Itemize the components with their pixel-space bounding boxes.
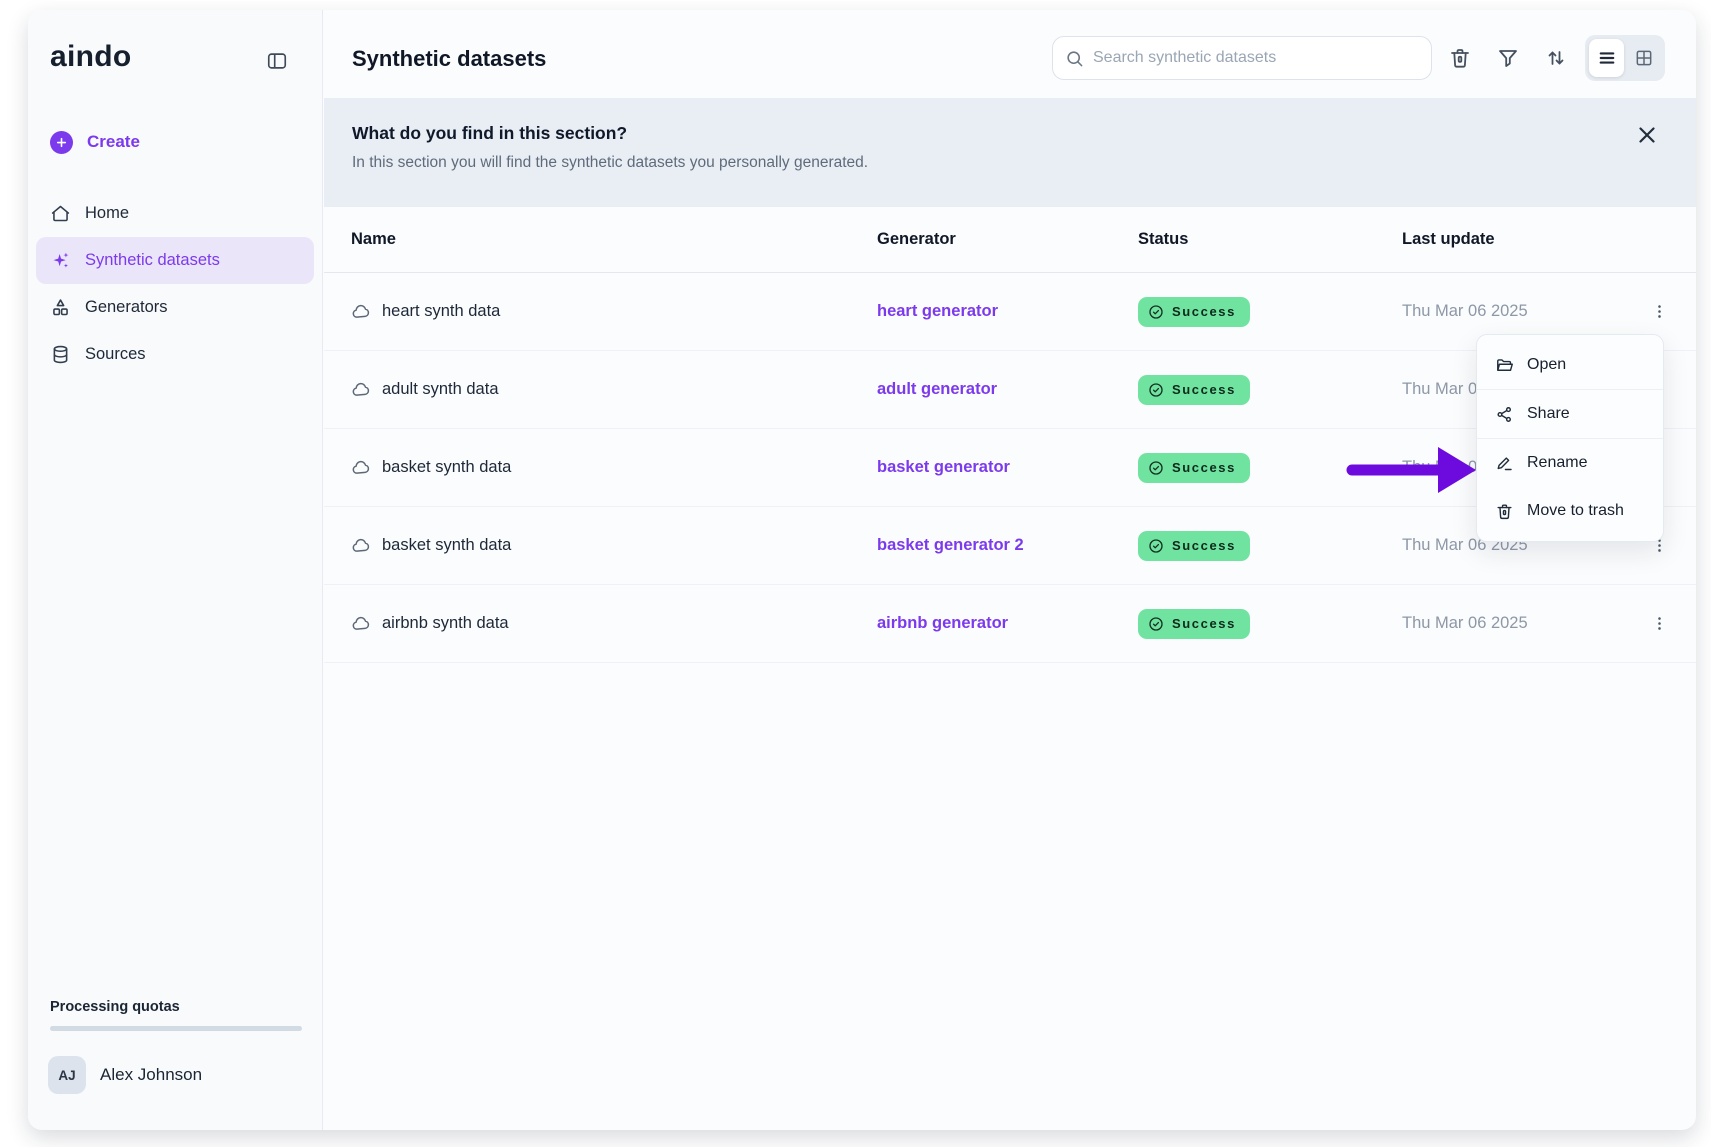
- user-name: Alex Johnson: [100, 1065, 203, 1084]
- trash-toolbar-icon[interactable]: [1448, 46, 1472, 70]
- dataset-icon: [352, 304, 370, 318]
- view-toggle: [1585, 35, 1665, 81]
- menu-divider: [1477, 389, 1663, 390]
- sidebar-nav: Home Synthetic datasets Generators Sourc…: [28, 190, 322, 378]
- table-row[interactable]: basket synth data basket generator 2 Suc…: [324, 507, 1696, 585]
- avatar: AJ: [48, 1056, 86, 1094]
- check-circle-icon: [1149, 460, 1163, 475]
- trash-icon: [1497, 503, 1512, 519]
- banner-title: What do you find in this section?: [352, 123, 628, 143]
- sidebar-item-synthetic-datasets[interactable]: Synthetic datasets: [36, 237, 314, 284]
- sidebar-item-label: Sources: [85, 345, 146, 363]
- menu-item-move-to-trash[interactable]: Move to trash: [1477, 487, 1663, 535]
- generator-link[interactable]: heart generator: [877, 302, 999, 320]
- sidebar-item-label: Home: [85, 204, 130, 222]
- sort-icon[interactable]: [1544, 46, 1568, 70]
- folder-open-icon: [1497, 358, 1513, 371]
- column-status: Status: [1138, 230, 1189, 248]
- plus-icon: [50, 130, 73, 154]
- menu-item-open[interactable]: Open: [1477, 341, 1663, 389]
- table-row[interactable]: airbnb synth data airbnb generator Succe…: [324, 585, 1696, 663]
- last-update: Thu Mar 06 2025: [1402, 302, 1528, 320]
- status-badge: Success: [1138, 374, 1250, 405]
- dataset-icon: [352, 460, 370, 474]
- check-circle-icon: [1149, 304, 1163, 319]
- sidebar-item-label: Generators: [85, 298, 168, 316]
- status-badge: Success: [1138, 296, 1250, 327]
- processing-quotas-label: Processing quotas: [50, 999, 180, 1015]
- column-name: Name: [351, 230, 396, 248]
- sidebar: aindo Create Home Synthetic datasets: [28, 10, 323, 1130]
- pencil-icon: [1497, 456, 1512, 470]
- list-view-button[interactable]: [1589, 39, 1624, 77]
- dataset-name: basket synth data: [382, 458, 512, 476]
- page-title: Synthetic datasets: [352, 46, 547, 71]
- table-row[interactable]: heart synth data heart generator Success…: [324, 273, 1696, 351]
- check-circle-icon: [1149, 538, 1163, 553]
- shapes-icon: [50, 297, 71, 318]
- aindo-logo: aindo: [50, 40, 132, 73]
- dataset-name: adult synth data: [382, 380, 499, 398]
- check-circle-icon: [1149, 616, 1163, 631]
- search-box: [1052, 36, 1432, 80]
- dataset-icon: [352, 382, 370, 396]
- share-icon: [1497, 406, 1511, 422]
- row-context-menu: Open Share Rename Move to trash: [1476, 334, 1664, 542]
- search-icon: [1067, 50, 1083, 66]
- search-input[interactable]: [1093, 49, 1419, 67]
- generator-link[interactable]: basket generator: [877, 458, 1010, 476]
- sidebar-item-generators[interactable]: Generators: [36, 284, 314, 331]
- sidebar-item-sources[interactable]: Sources: [36, 331, 314, 378]
- info-banner: What do you find in this section? In thi…: [324, 98, 1696, 207]
- dataset-name: airbnb synth data: [382, 614, 509, 632]
- status-badge: Success: [1138, 530, 1250, 561]
- generator-link[interactable]: basket generator 2: [877, 536, 1024, 554]
- column-last-update: Last update: [1402, 230, 1495, 248]
- dataset-icon: [352, 616, 370, 630]
- row-menu-button[interactable]: [1645, 610, 1673, 638]
- status-badge: Success: [1138, 608, 1250, 639]
- create-label: Create: [87, 132, 140, 151]
- check-circle-icon: [1149, 382, 1163, 397]
- filter-icon[interactable]: [1496, 46, 1520, 70]
- sidebar-collapse-icon[interactable]: [266, 50, 288, 72]
- row-menu-button[interactable]: [1645, 532, 1673, 560]
- table-header: Name Generator Status Last update: [324, 207, 1696, 273]
- row-menu-button[interactable]: [1645, 298, 1673, 326]
- close-icon[interactable]: [1634, 122, 1660, 148]
- dataset-name: heart synth data: [382, 302, 501, 320]
- processing-quotas-bar: [50, 1026, 302, 1031]
- banner-subtitle: In this section you will find the synthe…: [352, 154, 869, 171]
- dataset-name: basket synth data: [382, 536, 512, 554]
- column-generator: Generator: [877, 230, 956, 248]
- grid-view-button[interactable]: [1626, 39, 1661, 77]
- menu-item-rename[interactable]: Rename: [1477, 439, 1663, 487]
- menu-divider: [1477, 438, 1663, 439]
- create-button[interactable]: Create: [28, 120, 322, 164]
- menu-item-share[interactable]: Share: [1477, 390, 1663, 438]
- user-account[interactable]: AJ Alex Johnson: [48, 1056, 202, 1094]
- sparkles-icon: [50, 250, 71, 271]
- main-content: Synthetic datasets What do you find in t…: [324, 10, 1696, 1130]
- home-icon: [50, 203, 71, 224]
- last-update: Thu Mar 06 2025: [1402, 614, 1528, 632]
- app-window: aindo Create Home Synthetic datasets: [28, 10, 1696, 1130]
- sidebar-item-label: Synthetic datasets: [85, 251, 220, 269]
- status-badge: Success: [1138, 452, 1250, 483]
- database-icon: [50, 344, 71, 365]
- dataset-icon: [352, 538, 370, 552]
- generator-link[interactable]: adult generator: [877, 380, 998, 398]
- sidebar-item-home[interactable]: Home: [36, 190, 314, 237]
- generator-link[interactable]: airbnb generator: [877, 614, 1009, 632]
